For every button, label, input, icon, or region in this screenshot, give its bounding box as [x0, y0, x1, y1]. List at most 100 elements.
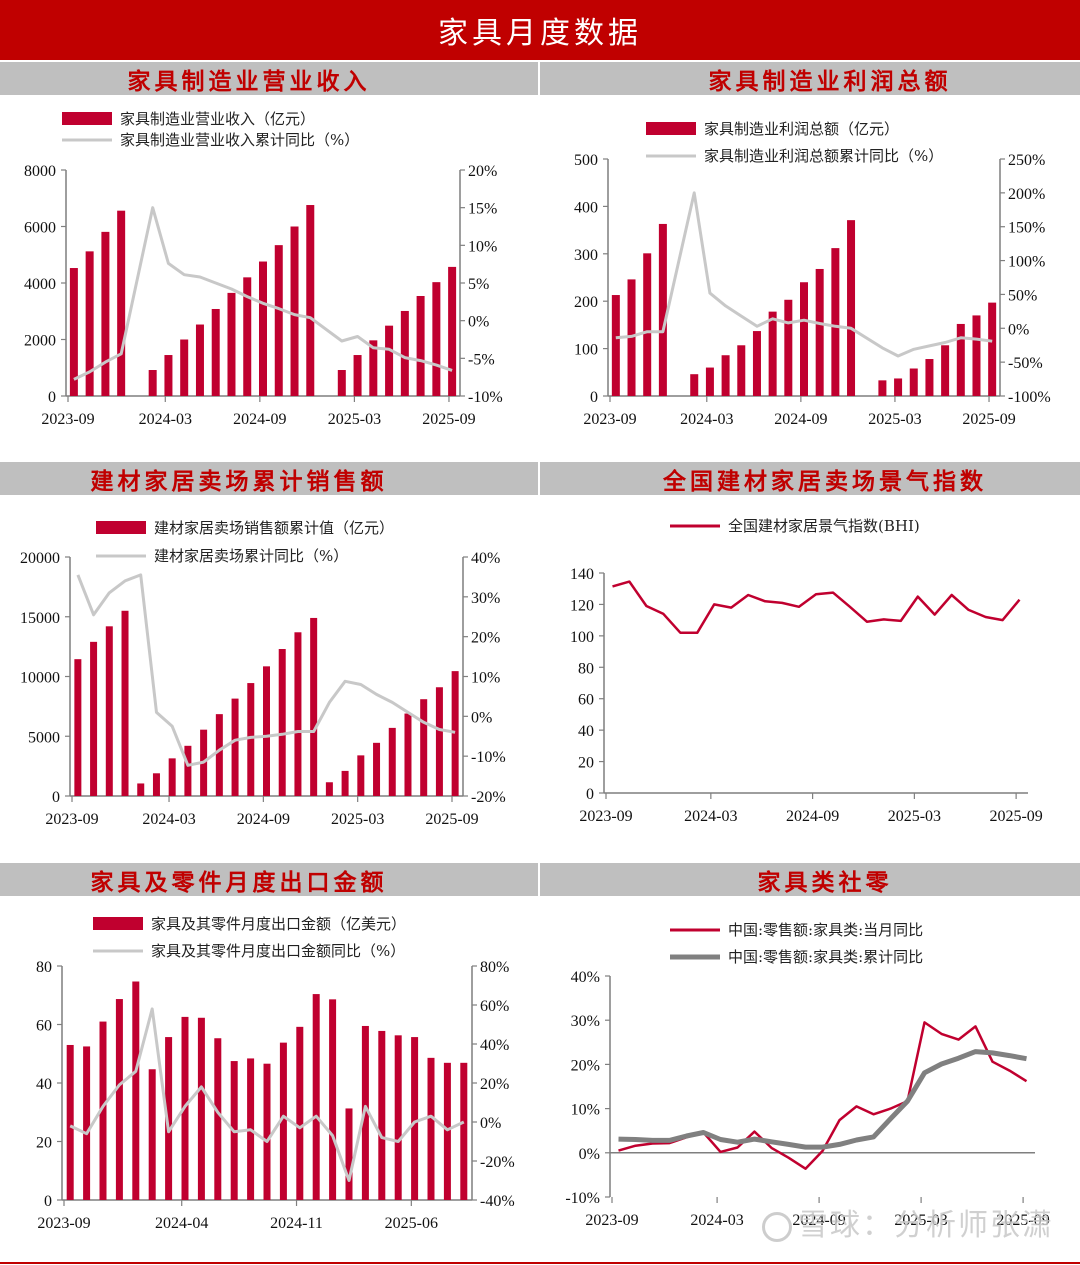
y-tick-label: 20% [571, 1057, 600, 1074]
x-tick-label: 2024-09 [233, 411, 286, 428]
y-tick-label: 4000 [24, 276, 56, 293]
bar [847, 220, 856, 396]
y-tick-label: 100 [570, 629, 594, 646]
y2-tick-label: 0% [480, 1115, 501, 1132]
bar [448, 266, 457, 396]
section-header-retail: 家具类社零 [540, 863, 1080, 896]
bar [443, 1062, 451, 1200]
y2-tick-label: 80% [480, 959, 509, 976]
bar [611, 295, 620, 396]
section-title: 建材家居卖场累计销售额 [90, 467, 388, 495]
bar [411, 1037, 419, 1200]
y-tick-label: 500 [574, 152, 598, 169]
bar [259, 261, 267, 396]
bar [121, 610, 129, 796]
bar [925, 359, 934, 396]
series-line [612, 580, 1021, 634]
bar [294, 632, 302, 796]
chart-revenue-svg: 0 2000 4000 6000 8000 -10% -5% 0% 5% 10% 15% 20% 202… [24, 110, 503, 428]
y-tick-label: -10% [565, 1190, 600, 1207]
y2-tick-label: 5% [468, 276, 489, 293]
y-tick-label: 40 [578, 723, 594, 740]
bar [243, 277, 252, 396]
x-tick-label: 2025-03 [888, 808, 941, 825]
y-tick-label: 5000 [28, 729, 60, 746]
series-line [615, 191, 993, 358]
bar [274, 245, 283, 396]
bar [279, 1042, 287, 1200]
y-tick-label: 6000 [24, 220, 56, 237]
y-tick-label: 300 [574, 247, 598, 264]
chart-mall-sales-svg: 0 5000 10000 15000 20000 -20% -10% 0% 10% 20% 30% 4… [20, 519, 506, 828]
bar [312, 994, 320, 1200]
bar [278, 649, 286, 796]
y2-tick-label: 40% [471, 550, 500, 567]
chart-exports-svg: 0 20 40 60 80 -40% -20% 0% 20% 40% 60% 80% 2023-09 20… [36, 915, 515, 1232]
y2-tick-label: 10% [468, 238, 497, 255]
y-tick-label: 80 [578, 660, 594, 677]
bar [247, 683, 255, 796]
bar [721, 355, 730, 396]
bar [197, 1017, 205, 1200]
series-line [76, 573, 456, 767]
bottom-divider [0, 1262, 1080, 1264]
legend-swatch-bar [96, 521, 146, 534]
legend-label: 建材家居卖场销售额累计值（亿元） [154, 519, 394, 537]
bar [941, 345, 950, 396]
legend-label: 家具制造业营业收入（亿元） [120, 110, 315, 128]
x-tick-label: 2025-09 [962, 411, 1015, 428]
bar [784, 299, 793, 396]
section-title: 全国建材家居卖场景气指数 [663, 467, 987, 495]
legend-swatch-bar [646, 122, 696, 135]
y2-tick-label: 20% [468, 163, 497, 180]
chart-bhi-svg: 0 20 40 60 80 100 120 140 2023-09 2024-03 2024-09 2… [570, 517, 1043, 825]
x-tick-label: 2024-03 [142, 811, 195, 828]
bar [658, 223, 667, 396]
y2-tick-label: 60% [480, 998, 509, 1015]
x-tick-label: 2025-03 [328, 411, 381, 428]
bar [231, 698, 239, 796]
legend-swatch-bar [62, 112, 112, 125]
bar [369, 340, 378, 396]
x-tick-label: 2023-09 [585, 1212, 638, 1229]
bar [83, 1046, 91, 1200]
bar [427, 1057, 435, 1200]
y2-tick-label: -10% [468, 389, 503, 406]
bar [105, 626, 113, 796]
bar [394, 1035, 402, 1200]
bar [416, 295, 425, 396]
legend-label: 家具及其零件月度出口金额同比（%） [151, 942, 405, 960]
y2-tick-label: -40% [480, 1193, 515, 1210]
bar [168, 758, 176, 796]
section-header-revenue: 家具制造业营业收入 [0, 62, 538, 95]
x-tick-label: 2025-09 [996, 1212, 1049, 1229]
bar [263, 1063, 271, 1200]
y2-tick-label: 200% [1008, 186, 1045, 203]
bar [211, 308, 220, 396]
bar [215, 714, 223, 796]
x-tick-label: 2024-03 [680, 411, 733, 428]
y2-tick-label: -20% [480, 1154, 515, 1171]
bar [460, 1062, 468, 1200]
bar [290, 226, 299, 396]
y-tick-label: 10% [571, 1102, 600, 1119]
bar [894, 378, 903, 396]
legend-label: 家具制造业利润总额（亿元） [704, 120, 899, 138]
y-tick-label: 140 [570, 566, 594, 583]
y-tick-label: 0 [44, 1193, 52, 1210]
bar [768, 311, 777, 396]
page-header: 家具月度数据 [0, 0, 1080, 60]
y-tick-label: 60 [578, 692, 594, 709]
y-tick-label: 0% [579, 1146, 600, 1163]
bar [180, 339, 189, 396]
legend-label: 建材家居卖场累计同比（%） [154, 547, 348, 565]
y-tick-label: 200 [574, 294, 598, 311]
x-tick-label: 2025-09 [422, 411, 475, 428]
bar [800, 282, 808, 396]
section-header-profit: 家具制造业利润总额 [540, 62, 1080, 95]
legend-label: 全国建材家居景气指数(BHI) [728, 517, 920, 535]
x-tick-label: 2024-09 [786, 808, 839, 825]
y2-tick-label: -10% [471, 749, 506, 766]
bar [164, 355, 173, 396]
page-title: 家具月度数据 [438, 16, 642, 51]
